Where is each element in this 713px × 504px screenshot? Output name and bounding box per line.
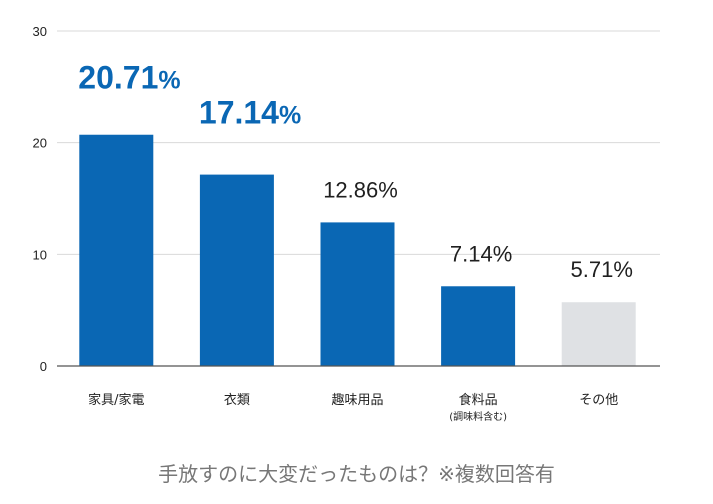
data-label: 5.71% [571, 257, 633, 282]
x-category-label: 趣味用品 [331, 393, 383, 408]
data-label: 12.86% [323, 177, 398, 202]
data-label: 17.14% [199, 95, 301, 131]
bar [441, 286, 516, 366]
y-tick-label: 20 [33, 136, 47, 151]
bar [320, 222, 395, 366]
x-category-label: その他 [579, 393, 618, 408]
chart-title: 手放すのに大変だったものは？※複数回答有 [158, 462, 555, 486]
y-tick-label: 0 [40, 359, 47, 374]
y-axis-ticks: 0 10 20 30 [33, 24, 47, 374]
bar [199, 174, 274, 366]
bars [79, 134, 636, 366]
y-tick-label: 30 [33, 24, 47, 39]
x-axis-categories: 家具/家電 衣類 趣味用品 食料品 (調味料含む) その他 [88, 392, 618, 423]
x-category-note: (調味料含む) [449, 410, 507, 423]
data-label: 20.71% [78, 60, 180, 96]
data-labels: 20.71% 17.14% 12.86% 7.14% 5.71% [78, 60, 633, 283]
x-category-label: 食料品 [459, 392, 498, 408]
x-category-label: 衣類 [224, 392, 250, 408]
bar [79, 134, 154, 366]
bar [561, 302, 636, 366]
x-category-label: 家具/家電 [88, 392, 144, 408]
data-label: 7.14% [450, 241, 512, 266]
y-tick-label: 10 [33, 247, 47, 262]
